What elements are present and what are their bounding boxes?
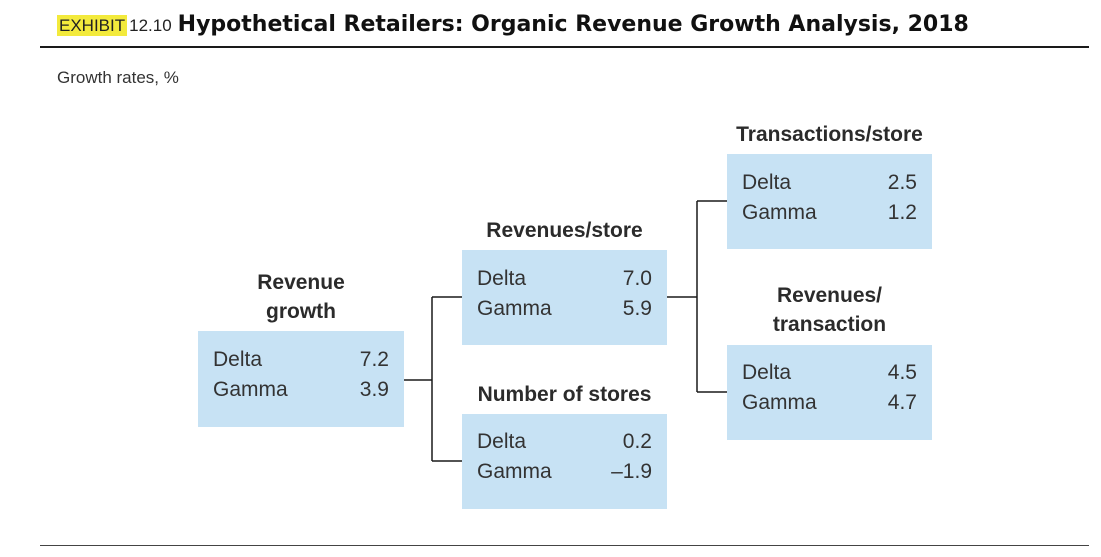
number-of-stores-row-gamma: Gamma –1.9 [477,460,652,490]
exhibit-number: 12.10 [129,16,172,35]
transactions-per-store-heading: Transactions/store [736,123,923,146]
transactions-per-store-row-delta: Delta 2.5 [742,171,917,201]
row-value: 7.2 [359,348,389,371]
row-value: 0.2 [622,430,652,453]
row-label: Gamma [477,460,552,483]
transactions-per-store-box: Delta 2.5 Gamma 1.2 [727,154,932,249]
number-of-stores-row-delta: Delta 0.2 [477,430,652,460]
revenues-per-transaction-box: Delta 4.5 Gamma 4.7 [727,345,932,440]
row-value: 2.5 [887,171,917,194]
row-value: –1.9 [611,460,652,483]
revenue-growth-box: Delta 7.2 Gamma 3.9 [198,331,404,427]
revenues-per-transaction-row-gamma: Gamma 4.7 [742,391,917,421]
row-label: Delta [742,171,792,194]
number-of-stores-box: Delta 0.2 Gamma –1.9 [462,414,667,509]
row-label: Delta [742,361,792,384]
revenues-per-transaction-heading-line1: Revenues/ [776,284,883,307]
row-label: Gamma [742,391,817,414]
row-label: Delta [213,348,263,371]
exhibit-title: Hypothetical Retailers: Organic Revenue … [177,12,969,37]
transactions-per-store-row-gamma: Gamma 1.2 [742,201,917,231]
row-label: Gamma [477,297,552,320]
revenue-growth-heading: Revenue growth [198,268,404,326]
revenue-growth-row-gamma: Gamma 3.9 [213,378,389,408]
exhibit-header: EXHIBIT 12.10 Hypothetical Retailers: Orga… [57,12,969,37]
revenues-per-store-row-delta: Delta 7.0 [477,267,652,297]
row-label: Delta [477,267,527,290]
bottom-rule [40,545,1089,546]
revenues-per-transaction-row-delta: Delta 4.5 [742,361,917,391]
row-value: 7.0 [622,267,652,290]
row-value: 4.5 [887,361,917,384]
revenue-growth-heading-line2: growth [266,300,336,323]
row-label: Gamma [213,378,288,401]
row-value: 1.2 [887,201,917,224]
subtitle: Growth rates, % [57,68,179,87]
row-label: Gamma [742,201,817,224]
revenues-per-transaction-heading-line2: transaction [772,313,887,336]
top-rule [40,46,1089,48]
exhibit-label: EXHIBIT [57,15,128,36]
revenue-growth-row-delta: Delta 7.2 [213,348,389,378]
row-value: 3.9 [359,378,389,401]
number-of-stores-heading: Number of stores [477,383,652,406]
row-value: 4.7 [887,391,917,414]
revenues-per-store-row-gamma: Gamma 5.9 [477,297,652,327]
row-label: Delta [477,430,527,453]
revenues-per-transaction-heading: Revenues/ transaction [727,281,932,339]
revenue-growth-heading-line1: Revenue [257,271,345,294]
revenues-per-store-box: Delta 7.0 Gamma 5.9 [462,250,667,345]
row-value: 5.9 [622,297,652,320]
revenues-per-store-heading: Revenues/store [486,219,643,242]
